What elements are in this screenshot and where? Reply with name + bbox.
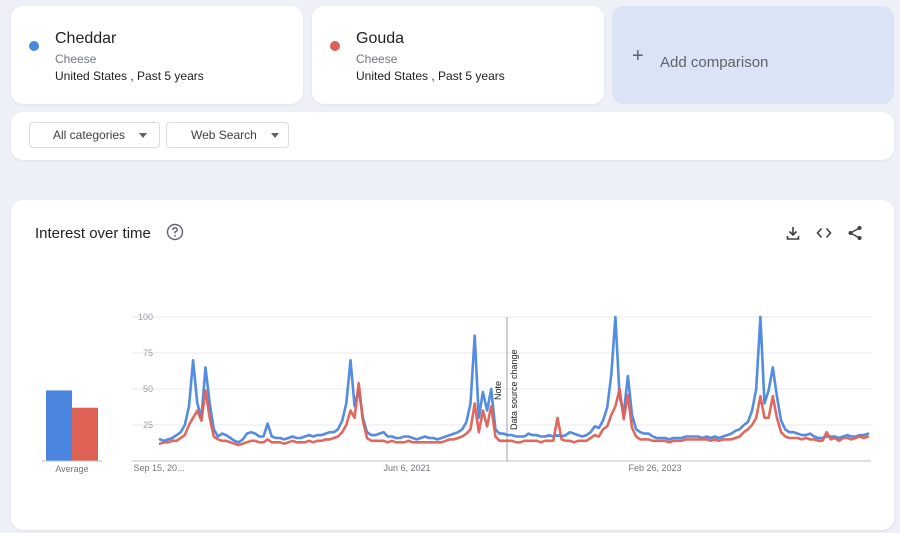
- annotation-text: Data source change: [509, 349, 519, 430]
- annotation-note: Note: [493, 381, 503, 400]
- term-card-gouda[interactable]: Gouda Cheese United States , Past 5 year…: [312, 6, 604, 104]
- plus-icon: +: [632, 45, 644, 67]
- category-dropdown-label: All categories: [53, 128, 126, 142]
- average-bar-gouda: [72, 407, 98, 461]
- series-line-cheddar: [158, 315, 870, 444]
- filter-bar: All categories Web Search: [11, 112, 894, 160]
- add-comparison-button[interactable]: + Add comparison: [612, 6, 894, 104]
- x-tick-label: Jun 6, 2021: [383, 463, 430, 473]
- series-line-gouda: [158, 381, 870, 447]
- term-type: Cheese: [55, 52, 97, 66]
- term-region-period: United States , Past 5 years: [356, 69, 505, 83]
- interest-over-time-card: Interest over time 100 75 50 25 Sep 15, 20..…: [11, 200, 894, 530]
- x-tick-label: Sep 15, 20...: [133, 463, 184, 473]
- x-tick-label: Feb 26, 2023: [628, 463, 681, 473]
- search-property-dropdown[interactable]: Web Search: [166, 122, 289, 148]
- download-icon[interactable]: [784, 224, 802, 242]
- embed-code-icon[interactable]: [815, 224, 833, 242]
- search-property-label: Web Search: [191, 128, 257, 142]
- y-tick-label: 100: [138, 312, 153, 322]
- term-region-period: United States , Past 5 years: [55, 69, 204, 83]
- y-tick-label: 75: [143, 348, 153, 358]
- help-icon[interactable]: [166, 223, 184, 241]
- average-bar-cheddar: [46, 390, 72, 461]
- y-tick-label: 50: [143, 384, 153, 394]
- y-tick-label: 25: [143, 420, 153, 430]
- caret-down-icon: [270, 132, 279, 138]
- interest-chart: 100 75 50 25 Sep 15, 20... Jun 6, 2021 Feb 26,…: [42, 312, 871, 474]
- caret-down-icon: [139, 132, 148, 138]
- add-comparison-label: Add comparison: [660, 54, 769, 71]
- average-label: Average: [55, 464, 88, 474]
- term-name[interactable]: Cheddar: [55, 30, 117, 47]
- term-card-cheddar[interactable]: Cheddar Cheese United States , Past 5 ye…: [11, 6, 303, 104]
- share-icon[interactable]: [846, 224, 864, 242]
- section-title: Interest over time: [35, 225, 151, 242]
- term-type: Cheese: [356, 52, 398, 66]
- series-color-dot: [29, 41, 39, 51]
- series-color-dot: [330, 41, 340, 51]
- category-dropdown[interactable]: All categories: [29, 122, 160, 148]
- term-name[interactable]: Gouda: [356, 30, 405, 47]
